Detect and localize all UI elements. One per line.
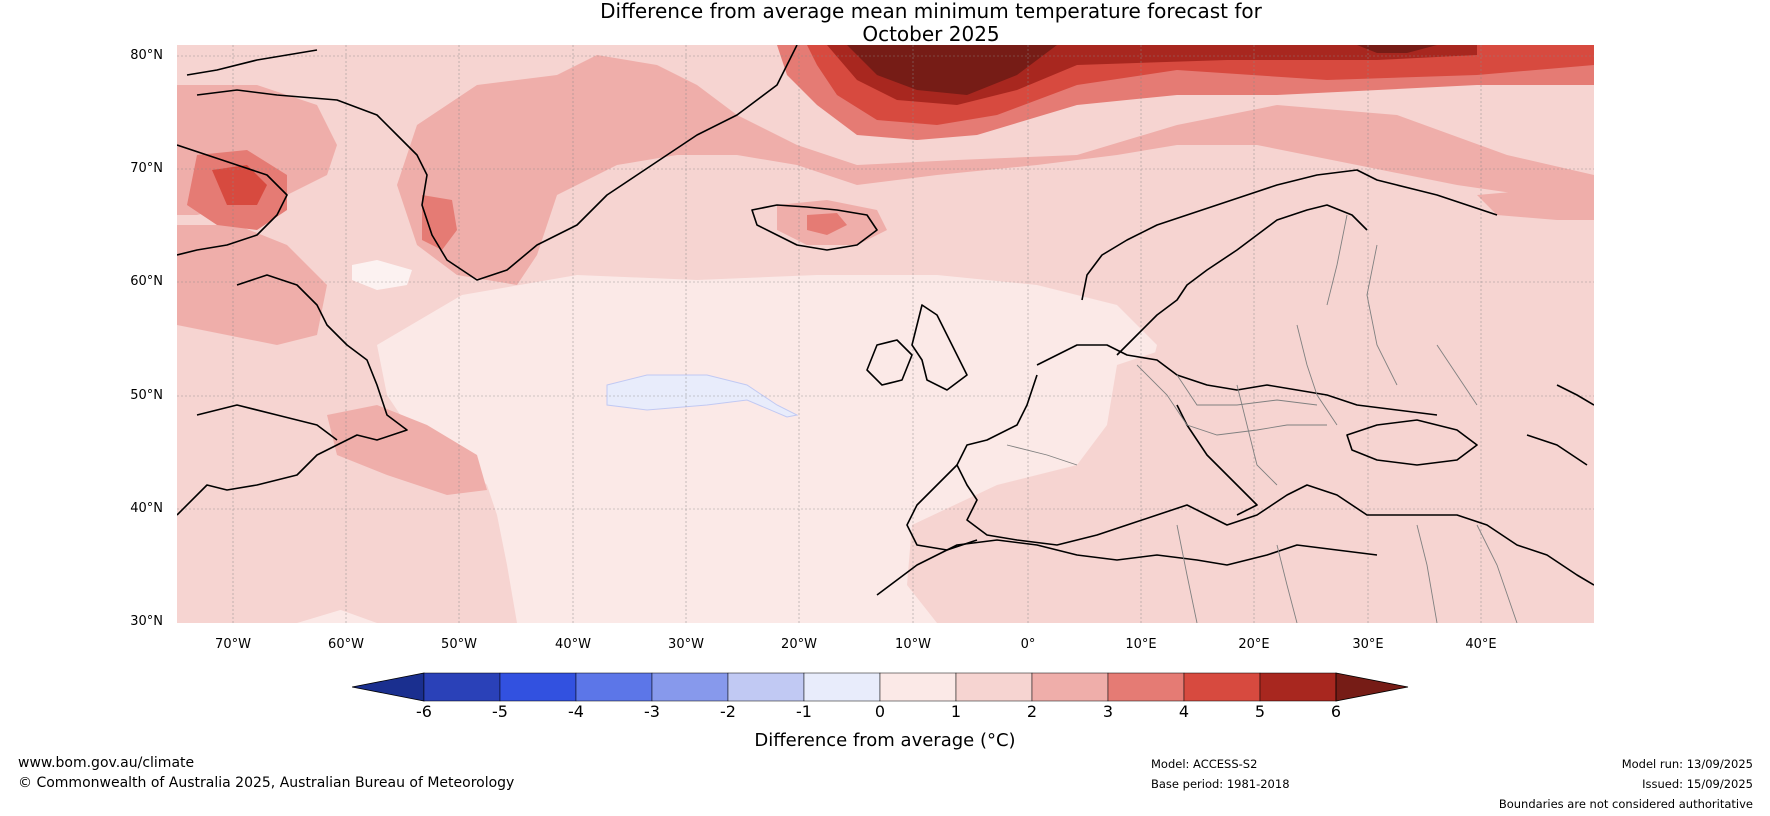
footer-issued: Issued: 15/09/2025 <box>1642 777 1753 791</box>
colorbar-tick-label: -3 <box>644 702 660 721</box>
footer-model: Model: ACCESS-S2 <box>1151 757 1258 771</box>
footer-url: www.bom.gov.au/climate <box>18 755 195 771</box>
colorbar-swatch <box>955 672 1033 702</box>
title-line-2: October 2025 <box>862 22 1000 46</box>
colorbar-swatch <box>499 672 577 702</box>
colorbar-swatch <box>1031 672 1109 702</box>
lat-label-70n: 70°N <box>130 161 163 176</box>
lon-label-30e: 30°E <box>1352 637 1384 652</box>
colorbar-tick-label: -4 <box>568 702 584 721</box>
colorbar-tick-label: 3 <box>1102 702 1114 721</box>
lon-label-60w: 60°W <box>328 637 364 652</box>
colorbar-swatch <box>423 672 501 702</box>
colorbar-swatch <box>651 672 729 702</box>
lat-label-30n: 30°N <box>130 614 163 629</box>
title-line-1: Difference from average mean minimum tem… <box>600 0 1262 23</box>
colorbar-swatch <box>1259 672 1337 702</box>
colorbar-tick-label: 1 <box>950 702 962 721</box>
lon-label-40e: 40°E <box>1465 637 1497 652</box>
colorbar-swatch <box>1183 672 1261 702</box>
lon-label-20e: 20°E <box>1238 637 1270 652</box>
footer-disclaimer: Boundaries are not considered authoritat… <box>1498 797 1753 811</box>
lat-label-40n: 40°N <box>130 501 163 516</box>
footer-copyright: © Commonwealth of Australia 2025, Austra… <box>18 775 515 791</box>
lon-label-10w: 10°W <box>895 637 931 652</box>
colorbar-swatch <box>879 672 957 702</box>
footer-model-run: Model run: 13/09/2025 <box>1621 757 1753 771</box>
colorbar-extend-high <box>1335 672 1409 702</box>
colorbar-swatch <box>803 672 881 702</box>
map-canvas <box>177 45 1594 623</box>
lat-label-80n: 80°N <box>130 48 163 63</box>
lat-label-50n: 50°N <box>130 388 163 403</box>
colorbar-tick-label: -2 <box>720 702 736 721</box>
colorbar-tick-label: -1 <box>796 702 812 721</box>
lon-label-40w: 40°W <box>555 637 591 652</box>
colorbar-tick-label: 4 <box>1178 702 1190 721</box>
colorbar-swatches <box>352 672 1409 702</box>
temperature-anomaly-map <box>177 45 1594 623</box>
colorbar <box>352 672 1409 702</box>
footer-base-period: Base period: 1981-2018 <box>1151 777 1290 791</box>
colorbar-label: Difference from average (°C) <box>754 730 1016 751</box>
colorbar-tick-label: 2 <box>1026 702 1038 721</box>
lon-label-30w: 30°W <box>668 637 704 652</box>
lon-label-0: 0° <box>1020 637 1036 652</box>
colorbar-tick-label: -5 <box>492 702 508 721</box>
colorbar-swatch <box>727 672 805 702</box>
lon-label-70w: 70°W <box>215 637 251 652</box>
colorbar-swatch <box>1107 672 1185 702</box>
colorbar-tick-label: 6 <box>1330 702 1342 721</box>
map-title: Difference from average mean minimum tem… <box>0 0 1770 46</box>
colorbar-extend-low <box>352 672 425 702</box>
colorbar-tick-label: 5 <box>1254 702 1266 721</box>
colorbar-swatch <box>575 672 653 702</box>
colorbar-tick-label: -6 <box>416 702 432 721</box>
lon-label-50w: 50°W <box>441 637 477 652</box>
lon-label-20w: 20°W <box>781 637 817 652</box>
lon-label-10e: 10°E <box>1125 637 1157 652</box>
lat-label-60n: 60°N <box>130 274 163 289</box>
colorbar-tick-label: 0 <box>874 702 886 721</box>
